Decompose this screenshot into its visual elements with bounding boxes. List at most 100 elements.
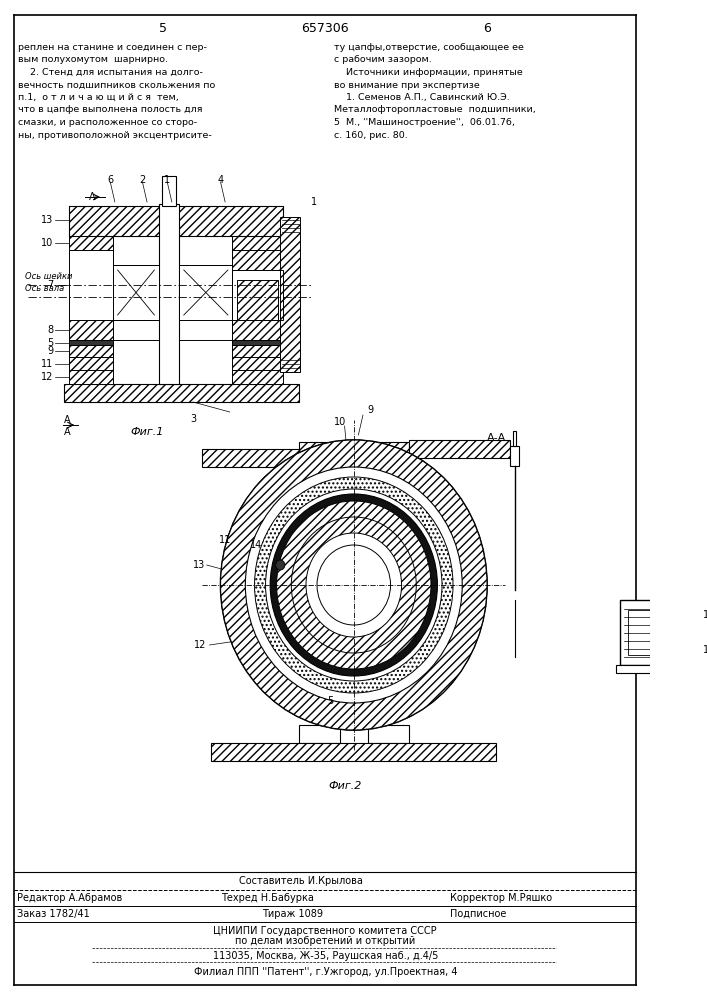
Text: 11: 11 <box>219 535 231 545</box>
Bar <box>513 431 516 446</box>
Text: Тираж 1089: Тираж 1089 <box>262 909 323 919</box>
Bar <box>233 345 283 357</box>
Bar <box>159 204 179 384</box>
Text: 5: 5 <box>327 696 334 706</box>
Text: 13: 13 <box>193 560 205 570</box>
Text: 2. Стенд для испытания на долго-: 2. Стенд для испытания на долго- <box>18 68 203 77</box>
Bar <box>233 270 283 320</box>
Text: 12: 12 <box>194 640 206 650</box>
Text: 11: 11 <box>41 359 53 369</box>
Text: 8: 8 <box>47 325 53 335</box>
Text: во внимание при экспертизе: во внимание при экспертизе <box>334 81 480 90</box>
Bar <box>179 265 233 320</box>
Bar <box>298 725 340 743</box>
Bar <box>280 217 300 372</box>
Circle shape <box>245 467 462 703</box>
Bar <box>69 340 113 345</box>
Text: 6: 6 <box>107 175 113 185</box>
Text: Техред Н.Бабурка: Техред Н.Бабурка <box>221 893 313 903</box>
Bar <box>69 206 283 236</box>
Bar <box>233 270 283 320</box>
Text: Заказ 1782/41: Заказ 1782/41 <box>16 909 89 919</box>
Text: Ось вала: Ось вала <box>25 284 64 293</box>
Text: 5: 5 <box>158 21 167 34</box>
Bar <box>69 206 113 236</box>
Circle shape <box>255 477 453 693</box>
Bar <box>69 320 113 340</box>
Bar <box>69 236 113 250</box>
Text: с. 160, рис. 80.: с. 160, рис. 80. <box>334 130 408 139</box>
Text: Фиг.2: Фиг.2 <box>328 781 361 791</box>
Text: Источники информации, принятые: Источники информации, принятые <box>334 68 523 77</box>
Text: Металлофторопластовые  подшипники,: Металлофторопластовые подшипники, <box>334 105 536 114</box>
Text: смазки, и расположенное со сторо-: смазки, и расположенное со сторо- <box>18 118 197 127</box>
Bar <box>233 236 283 250</box>
Text: 1: 1 <box>164 175 170 185</box>
Bar <box>113 265 159 320</box>
Text: 16: 16 <box>703 645 707 655</box>
Text: А: А <box>64 415 71 425</box>
Text: 1. Семенов А.П., Савинский Ю.Э.: 1. Семенов А.П., Савинский Ю.Э. <box>334 93 510 102</box>
Text: Филиал ППП ''Патент'', г.Ужгород, ул.Проектная, 4: Филиал ППП ''Патент'', г.Ужгород, ул.Про… <box>194 967 457 977</box>
Bar <box>211 743 496 761</box>
Text: 113035, Москва, Ж-35, Раушская наб., д.4/5: 113035, Москва, Ж-35, Раушская наб., д.4… <box>213 951 438 961</box>
Text: 7: 7 <box>47 280 53 290</box>
Text: 9: 9 <box>367 405 373 415</box>
Bar <box>628 610 686 655</box>
Text: 10: 10 <box>41 238 53 248</box>
Bar <box>233 357 283 370</box>
Bar <box>64 384 298 402</box>
Text: А-А: А-А <box>487 433 506 443</box>
Text: 6: 6 <box>483 21 491 34</box>
Bar <box>510 446 519 466</box>
Bar <box>233 320 283 340</box>
Text: 9: 9 <box>47 346 53 356</box>
Circle shape <box>276 501 431 669</box>
Text: Корректор М.Ряшко: Корректор М.Ряшко <box>450 893 552 903</box>
Text: 5  М., ''Машиностроение'',  06.01.76,: 5 М., ''Машиностроение'', 06.01.76, <box>334 118 515 127</box>
Bar <box>69 357 113 370</box>
Text: вечность подшипников скольжения по: вечность подшипников скольжения по <box>18 81 216 90</box>
Text: 14: 14 <box>250 540 262 550</box>
Text: 4: 4 <box>218 175 223 185</box>
Bar <box>202 449 298 467</box>
Text: п.1,  о т л и ч а ю щ и й с я  тем,: п.1, о т л и ч а ю щ и й с я тем, <box>18 93 179 102</box>
Circle shape <box>270 494 438 676</box>
Circle shape <box>306 533 402 637</box>
Text: А: А <box>64 427 71 437</box>
Text: ЦНИИПИ Государственного комитета СССР: ЦНИИПИ Государственного комитета СССР <box>214 926 437 936</box>
Bar <box>69 370 113 384</box>
Text: 1: 1 <box>310 197 317 207</box>
Text: Редактор А.Абрамов: Редактор А.Абрамов <box>16 893 122 903</box>
Text: вым полухомутом  шарнирно.: вым полухомутом шарнирно. <box>18 55 168 64</box>
Bar <box>233 340 283 345</box>
Text: А: А <box>88 192 95 202</box>
Bar <box>233 206 283 236</box>
Text: 5: 5 <box>47 338 53 348</box>
Bar <box>368 725 409 743</box>
Circle shape <box>317 545 390 625</box>
Bar <box>616 665 699 673</box>
Text: 10: 10 <box>334 417 346 427</box>
Bar <box>620 600 694 665</box>
Bar <box>162 176 177 206</box>
Text: Подписное: Подписное <box>450 909 507 919</box>
Bar <box>409 440 510 458</box>
Text: ны, противоположной эксцентрисите-: ны, противоположной эксцентрисите- <box>18 130 212 139</box>
Text: 15: 15 <box>703 610 707 620</box>
Text: 3: 3 <box>190 414 196 424</box>
Circle shape <box>266 489 442 681</box>
Bar <box>69 250 113 320</box>
Text: что в цапфе выполнена полость для: что в цапфе выполнена полость для <box>18 105 203 114</box>
Bar <box>298 442 409 472</box>
Circle shape <box>221 440 487 730</box>
Bar <box>233 250 283 270</box>
Bar <box>233 370 283 384</box>
Text: по делам изобретений и открытий: по делам изобретений и открытий <box>235 936 416 946</box>
Circle shape <box>291 517 416 653</box>
Text: 13: 13 <box>41 215 53 225</box>
Text: 12: 12 <box>41 372 53 382</box>
Bar <box>237 280 279 320</box>
Circle shape <box>221 440 487 730</box>
Circle shape <box>276 560 285 570</box>
